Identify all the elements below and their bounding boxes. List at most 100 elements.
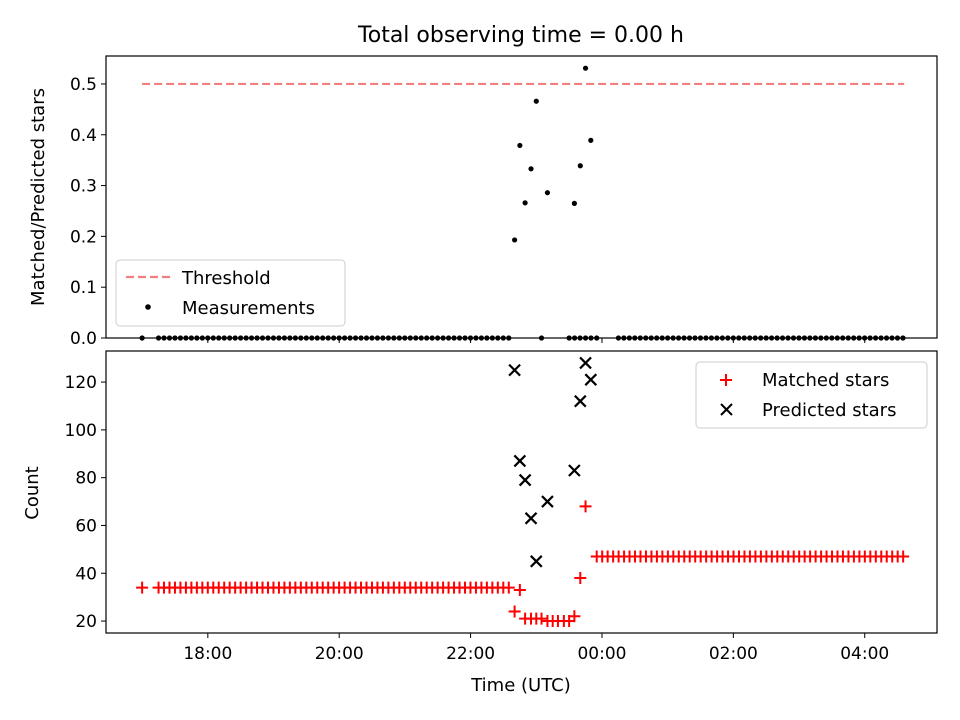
measurement-point <box>670 335 676 341</box>
measurement-point <box>270 335 277 341</box>
measurement-point <box>867 335 873 341</box>
measurement-point <box>577 163 583 169</box>
matched-point <box>502 581 515 594</box>
measurement-point <box>872 335 879 341</box>
bottom-panel: 20 40 60 80 100 120 18:00 20:00 22:00 00:00 02:00 0… <box>65 350 938 664</box>
measurement-point <box>725 335 731 341</box>
matched-point <box>897 550 910 563</box>
bottom-ytick-label: 120 <box>65 373 97 393</box>
measurement-point <box>435 335 441 341</box>
bottom-ytick-label: 60 <box>75 516 97 536</box>
matched-point <box>568 610 581 623</box>
measurement-point <box>834 335 840 341</box>
measurement-point <box>785 335 791 341</box>
measurement-point <box>840 335 846 341</box>
measurement-point <box>451 335 457 341</box>
measurement-point <box>714 335 720 341</box>
measurement-point <box>747 335 753 341</box>
measurement-point <box>489 335 495 341</box>
measurement-point <box>347 335 353 341</box>
measurement-point <box>238 335 244 341</box>
measurement-point <box>675 335 682 341</box>
measurement-point <box>336 335 342 341</box>
measurement-point <box>812 335 818 341</box>
measurement-point <box>216 335 222 341</box>
measurement-point <box>648 335 654 341</box>
measurement-point <box>292 335 298 341</box>
measurement-point <box>594 335 600 341</box>
measurement-point <box>232 335 238 341</box>
measurement-point <box>779 335 786 341</box>
measurement-point <box>221 335 227 341</box>
measurement-point <box>205 335 211 341</box>
measurement-point <box>703 335 709 341</box>
measurement-point <box>626 335 632 341</box>
bottom-xtick-label: 04:00 <box>840 644 889 664</box>
measurement-point <box>878 335 884 341</box>
measurement-point <box>402 335 408 341</box>
measurement-point <box>538 335 545 341</box>
measurement-point <box>199 335 205 341</box>
measurement-point <box>369 335 375 341</box>
measurement-point <box>588 137 594 143</box>
measurement-point <box>763 335 769 341</box>
measurement-point <box>533 98 539 104</box>
measurement-point <box>528 166 534 172</box>
predicted-point <box>524 512 538 525</box>
legend-threshold-label: Threshold <box>181 268 271 289</box>
measurement-point <box>665 335 671 341</box>
measurement-point <box>331 335 337 341</box>
matched-point <box>574 572 587 585</box>
legend-bottom-frame <box>695 361 928 429</box>
measurement-point <box>325 335 331 341</box>
measurement-point <box>807 335 813 341</box>
measurement-point <box>380 335 386 341</box>
measurement-point <box>298 335 304 341</box>
legend-matched-swatch <box>720 374 732 386</box>
predicted-point <box>513 454 527 468</box>
matched-point <box>513 583 526 596</box>
measurement-point <box>172 335 178 341</box>
legend-bottom: Matched stars Predicted stars <box>695 361 928 429</box>
measurement-point <box>478 335 485 341</box>
measurement-point <box>862 335 868 341</box>
measurement-point <box>856 335 862 341</box>
measurement-point <box>883 335 890 341</box>
measurement-point <box>309 335 315 341</box>
measurement-point <box>194 335 200 341</box>
measurement-point <box>582 65 589 71</box>
measurement-point <box>637 335 643 341</box>
measurement-point <box>358 335 364 341</box>
measurement-point <box>544 190 551 196</box>
predicted-point <box>574 394 587 408</box>
top-ytick-label: 0.5 <box>70 75 97 95</box>
measurement-point <box>303 335 309 341</box>
bottom-xtick-label: 18:00 <box>183 644 232 664</box>
measurement-point <box>851 335 857 341</box>
measurement-point <box>139 335 145 341</box>
measurement-point <box>686 335 693 341</box>
top-ytick-label: 0.2 <box>70 227 97 247</box>
measurement-point <box>418 335 424 341</box>
measurement-point <box>320 335 326 341</box>
measurement-point <box>643 335 649 341</box>
bottom-xtick-label: 22:00 <box>446 644 495 664</box>
measurement-point <box>161 335 167 341</box>
legend-top-frame <box>115 259 346 327</box>
measurement-point <box>424 335 430 341</box>
measurement-point <box>752 335 758 341</box>
measurement-point <box>210 335 216 341</box>
legend-matched-label: Matched stars <box>762 370 889 391</box>
measurement-point <box>818 335 824 341</box>
measurement-point <box>462 335 468 341</box>
measurement-point <box>440 335 446 341</box>
predicted-point <box>541 495 554 508</box>
measurement-point <box>522 200 528 206</box>
top-ytick-label: 0.4 <box>70 126 97 146</box>
measurement-point <box>188 335 194 341</box>
measurement-point <box>823 335 829 341</box>
top-ytick-label: 0.0 <box>70 329 97 349</box>
measurement-point <box>900 335 906 341</box>
predicted-point <box>568 464 581 477</box>
